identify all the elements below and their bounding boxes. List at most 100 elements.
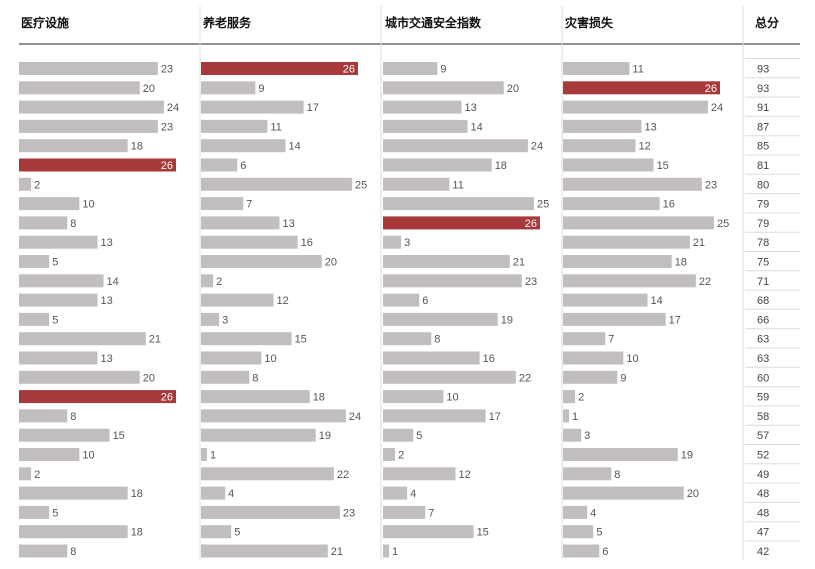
value-label: 13 (101, 237, 113, 249)
bar (383, 81, 504, 95)
bar (383, 505, 426, 519)
value-label: 24 (349, 411, 361, 423)
value-label: 22 (519, 372, 531, 384)
bar (383, 351, 480, 365)
total-score: 59 (757, 392, 769, 404)
value-label: 5 (52, 314, 58, 326)
value-label: 2 (34, 179, 40, 191)
value-label: 9 (620, 372, 626, 384)
bar (383, 332, 432, 346)
bar (19, 255, 50, 268)
total-score: 48 (757, 507, 769, 519)
bar (19, 505, 50, 519)
total-score: 71 (757, 276, 769, 288)
value-label: 7 (608, 334, 614, 346)
bar (19, 158, 176, 172)
bar (563, 428, 582, 442)
value-label: 20 (687, 488, 699, 500)
value-label: 8 (70, 411, 76, 423)
bar (563, 351, 624, 365)
value-label: 20 (507, 83, 519, 95)
bar (383, 255, 510, 268)
bar (201, 428, 316, 442)
value-label: 8 (614, 469, 620, 481)
bar (563, 197, 660, 211)
bar (19, 293, 98, 307)
bar (19, 428, 110, 442)
bar (201, 525, 232, 539)
value-label: 2 (34, 469, 40, 481)
bar (19, 370, 140, 384)
value-label: 5 (234, 527, 240, 539)
bar (563, 486, 684, 500)
value-label: 13 (101, 295, 113, 307)
bar (19, 390, 176, 404)
value-label: 13 (283, 218, 295, 230)
value-label: 10 (82, 199, 94, 211)
bar (563, 255, 672, 268)
value-label: 20 (143, 83, 155, 95)
value-label: 23 (525, 276, 537, 288)
value-label: 15 (477, 527, 489, 539)
value-label: 16 (483, 353, 495, 365)
bar (383, 100, 462, 114)
value-label: 4 (590, 507, 596, 519)
bar (19, 119, 158, 133)
bar (19, 312, 50, 326)
value-label: 21 (513, 257, 525, 269)
total-score: 91 (757, 102, 769, 114)
value-label: 1 (392, 546, 398, 558)
value-label: 8 (70, 218, 76, 230)
value-label: 15 (113, 430, 125, 442)
value-label: 14 (107, 276, 119, 288)
bar (201, 139, 286, 153)
value-label: 25 (717, 218, 729, 230)
bar (383, 216, 540, 230)
value-label: 5 (52, 507, 58, 519)
bar (19, 139, 128, 153)
total-score: 75 (757, 257, 769, 269)
value-label: 13 (101, 353, 113, 365)
bar (19, 409, 68, 423)
value-label: 24 (531, 141, 543, 153)
value-label: 18 (131, 141, 143, 153)
value-label: 26 (525, 218, 537, 230)
column-header-1: 医疗设施 (21, 15, 69, 30)
bar (563, 216, 714, 230)
value-label: 25 (355, 179, 367, 191)
value-label: 17 (489, 411, 501, 423)
total-score: 49 (757, 469, 769, 481)
value-label: 18 (313, 392, 325, 404)
bar (563, 62, 630, 75)
value-label: 8 (252, 372, 258, 384)
value-label: 23 (161, 64, 173, 76)
total-score: 81 (757, 160, 769, 172)
bar (201, 486, 226, 500)
bar (201, 255, 322, 268)
value-label: 23 (161, 121, 173, 133)
bars (19, 62, 720, 558)
value-label: 13 (645, 121, 657, 133)
bar (201, 390, 310, 404)
value-label: 14 (651, 295, 663, 307)
value-label: 4 (228, 488, 234, 500)
bar (563, 332, 606, 346)
value-label: 7 (246, 199, 252, 211)
total-score: 68 (757, 295, 769, 307)
total-score: 60 (757, 372, 769, 384)
bar (563, 158, 654, 172)
value-label: 23 (705, 179, 717, 191)
column-header-3: 城市交通安全指数 (385, 15, 482, 30)
bar (201, 293, 274, 307)
bar (563, 274, 696, 288)
value-label: 2 (216, 276, 222, 288)
bar (383, 235, 402, 249)
value-label: 12 (276, 295, 288, 307)
value-label: 5 (52, 257, 58, 269)
value-label: 18 (131, 488, 143, 500)
bar (201, 62, 358, 75)
bar (201, 81, 256, 95)
bar (19, 235, 98, 249)
value-label: 10 (446, 392, 458, 404)
